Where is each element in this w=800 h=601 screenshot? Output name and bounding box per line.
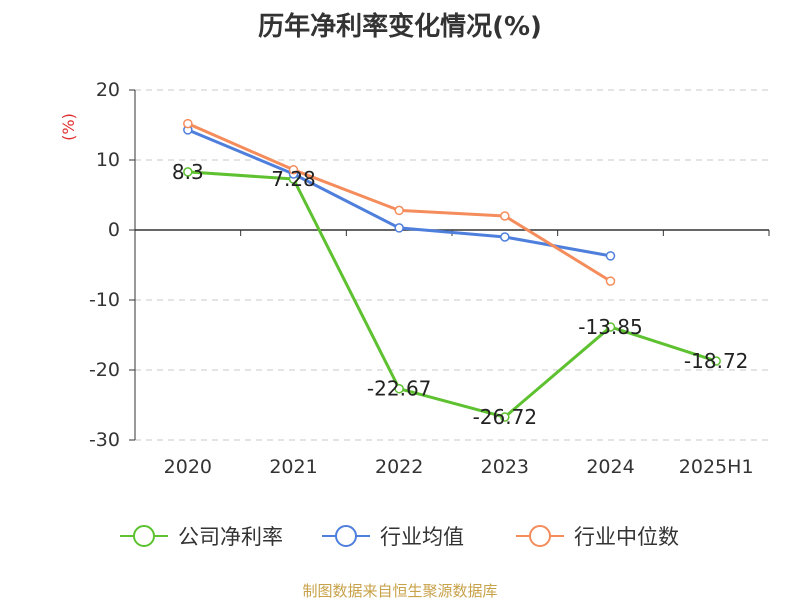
x-tick-label: 2022 [375, 456, 423, 478]
legend-swatch-marker [529, 525, 551, 547]
gridlines [135, 89, 769, 441]
x-tick-label: 2023 [481, 456, 529, 478]
legend-swatch-marker [133, 525, 155, 547]
data-point [288, 165, 299, 175]
data-point [711, 356, 721, 366]
series-line-2 [187, 128, 611, 258]
y-axis-label: (%) [59, 113, 78, 141]
legend: 公司净利率 行业均值 行业中位数 [120, 525, 679, 549]
data-point [500, 232, 510, 242]
data-label: -26.72 [473, 405, 537, 429]
y-tick-label: 20 [96, 79, 120, 101]
legend-label: 行业中位数 [574, 525, 679, 549]
data-point [500, 211, 510, 221]
legend-item[interactable]: 行业均值 [322, 525, 464, 549]
data-label: 7.28 [271, 167, 316, 191]
legend-swatch-marker [335, 525, 357, 547]
y-tick-labels: 20 10 0 -10 -20 -30 [89, 79, 120, 451]
data-point [183, 118, 193, 129]
data-label: -22.67 [367, 377, 431, 401]
data-point [183, 167, 193, 177]
legend-item[interactable]: 行业中位数 [516, 525, 679, 549]
source-note: 制图数据来自恒生聚源数据库 [302, 582, 498, 600]
data-point [394, 223, 404, 233]
data-label: -18.72 [684, 349, 748, 373]
y-tick-label: -20 [89, 359, 120, 381]
x-tick-label: 2021 [269, 456, 317, 478]
data-point [500, 412, 510, 422]
data-labels: 8.3 7.28 -22.67 -26.72 -13.85 -18.72 [172, 160, 748, 429]
data-label: 8.3 [172, 160, 204, 184]
legend-item[interactable]: 公司净利率 [120, 525, 283, 549]
y-tick-label: 10 [96, 149, 120, 171]
x-tick-label: 2024 [586, 456, 634, 478]
x-tick-labels: 2020 2021 2022 2023 2024 2025H1 [164, 456, 754, 478]
data-point [394, 205, 404, 216]
data-point [605, 322, 616, 332]
chart-title: 历年净利率变化情况(%) [258, 12, 542, 42]
legend-label: 行业均值 [380, 525, 464, 549]
axes [129, 89, 770, 441]
y-tick-label: -30 [89, 429, 120, 451]
data-point [394, 383, 404, 394]
x-tick-label: 2020 [164, 456, 212, 478]
y-tick-label: 0 [108, 219, 120, 241]
series-line-1 [187, 170, 717, 419]
x-tick-label: 2025H1 [679, 456, 754, 478]
legend-label: 公司净利率 [178, 525, 283, 549]
series [183, 118, 721, 422]
data-point [605, 251, 616, 261]
series-line-3 [187, 122, 612, 283]
data-label: -13.85 [578, 315, 642, 339]
y-tick-label: -10 [89, 289, 120, 311]
data-point [605, 276, 616, 286]
